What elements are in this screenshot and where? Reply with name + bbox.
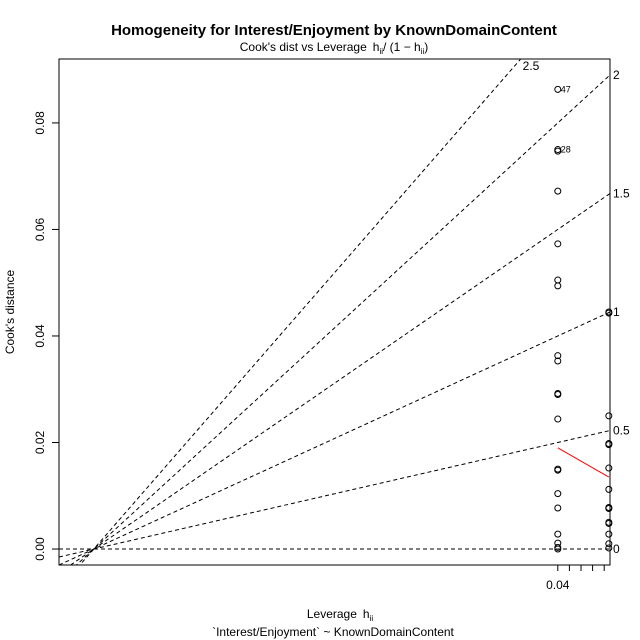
cooks-contour-lines — [59, 59, 610, 565]
point-label-47: 47 — [561, 84, 571, 94]
data-point — [554, 147, 562, 155]
data-point — [554, 357, 562, 365]
chart-title: Homogeneity for Interest/Enjoyment by Kn… — [111, 22, 557, 39]
data-point — [554, 282, 562, 290]
contour-label-2: 2 — [613, 68, 620, 82]
contour-line-1_5 — [69, 193, 610, 565]
data-point — [554, 391, 562, 399]
data-point — [554, 187, 562, 195]
x-axis-label-sub: ii — [370, 614, 374, 623]
data-point — [554, 352, 562, 360]
y-axis: 0.00 0.02 0.04 0.06 0.08 — [33, 111, 60, 561]
contour-line-2 — [75, 74, 610, 565]
subtitle-sub-ii-2: ii — [421, 47, 425, 56]
x-tick-label: 0.04 — [546, 578, 570, 592]
y-tick-label: 0.00 — [33, 537, 47, 561]
subtitle-prefix: Cook's dist vs Leverage — [240, 40, 367, 54]
contour-line-0_5 — [59, 430, 610, 558]
y-tick-label: 0.08 — [33, 111, 47, 135]
y-tick-label: 0.02 — [33, 430, 47, 454]
x-axis-label-text: Leverage — [307, 607, 357, 621]
contour-label-1_5: 1.5 — [613, 186, 630, 200]
y-axis-label: Cook's distance — [3, 270, 17, 355]
point-labels: 47 28 — [561, 84, 571, 154]
x-axis-label-formula: `Interest/Enjoyment` ~ KnownDomainConten… — [212, 625, 454, 639]
contour-label-0: 0 — [613, 542, 620, 556]
data-point — [605, 519, 613, 527]
data-point — [554, 530, 562, 538]
chart-subtitle: Cook's dist vs Leverage hii/ (1 − hii) — [240, 40, 429, 56]
data-point — [605, 530, 613, 538]
x-axis: 0.04 — [546, 565, 605, 592]
subtitle-sub-ii: ii — [379, 47, 383, 56]
y-tick-label: 0.04 — [33, 324, 47, 348]
data-point — [605, 544, 613, 552]
data-point — [605, 485, 613, 493]
data-point — [554, 545, 562, 553]
x-axis-label: Leverage hii — [307, 607, 374, 623]
data-point — [554, 466, 562, 474]
data-point — [554, 415, 562, 423]
contour-line-2_5 — [79, 59, 522, 565]
contour-labels: 0 0.5 1 1.5 2 2.5 — [523, 59, 630, 556]
data-point — [605, 505, 613, 513]
contour-label-0_5: 0.5 — [613, 424, 630, 438]
contour-label-2_5: 2.5 — [523, 59, 540, 73]
subtitle-h: h — [373, 40, 380, 54]
data-points — [554, 85, 613, 553]
subtitle-end: ) — [424, 40, 428, 54]
point-label-28: 28 — [561, 145, 571, 155]
y-tick-label: 0.06 — [33, 217, 47, 241]
contour-label-1: 1 — [613, 305, 620, 319]
data-point — [554, 85, 562, 93]
smooth-line-group — [557, 447, 610, 478]
plot-frame — [58, 58, 611, 566]
subtitle-mid: / (1 − h — [383, 40, 421, 54]
smooth-line — [557, 447, 610, 478]
data-point — [554, 504, 562, 512]
x-axis-label-h: h — [363, 607, 370, 621]
data-point — [605, 441, 613, 449]
data-point — [554, 490, 562, 498]
contour-line-1 — [59, 311, 610, 565]
data-point — [605, 464, 613, 472]
data-point — [605, 309, 613, 317]
data-point — [605, 540, 613, 548]
data-point — [605, 412, 613, 420]
data-point — [554, 276, 562, 284]
data-point — [554, 240, 562, 248]
